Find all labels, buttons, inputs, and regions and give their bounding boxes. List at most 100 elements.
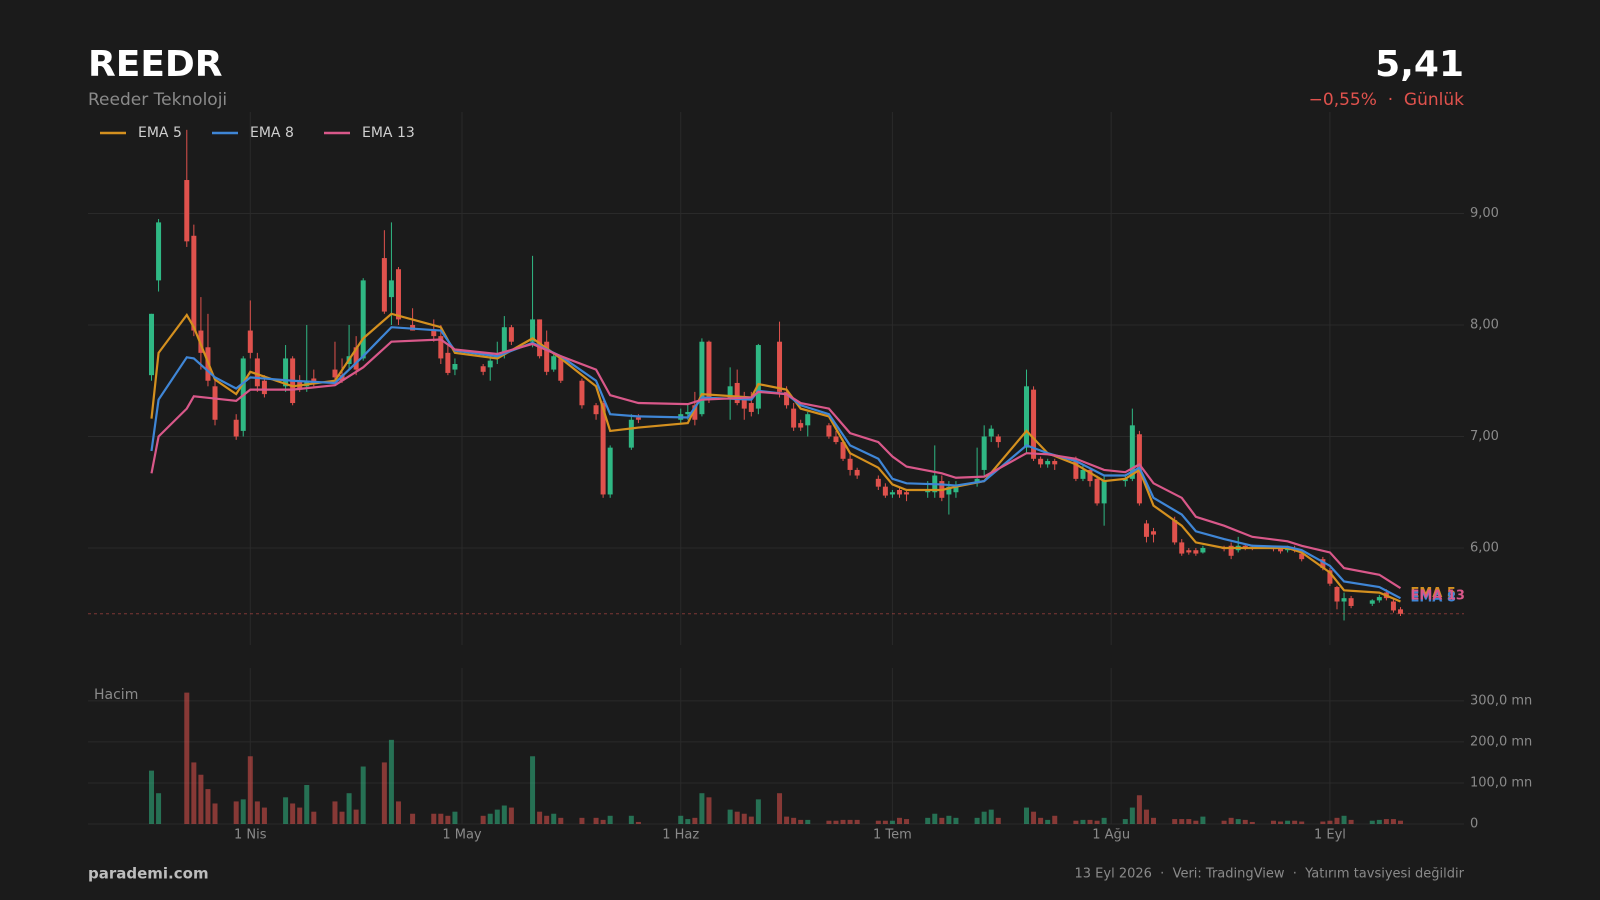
candle-body bbox=[784, 391, 790, 406]
volume-bar bbox=[346, 793, 352, 824]
candle-body bbox=[692, 405, 698, 420]
candle-body bbox=[579, 380, 585, 406]
volume-bar bbox=[283, 797, 289, 824]
candle-body bbox=[840, 442, 846, 459]
candle-body bbox=[1151, 531, 1157, 535]
volume-bar bbox=[1278, 821, 1284, 824]
volume-bar bbox=[184, 692, 190, 824]
volume-bar bbox=[685, 819, 691, 824]
company: Reeder Teknoloji bbox=[88, 90, 227, 110]
volume-bar bbox=[1045, 819, 1051, 824]
volume-bar bbox=[311, 811, 317, 824]
candle-body bbox=[889, 492, 895, 495]
volume-bar bbox=[1172, 819, 1178, 824]
y2-tick-label: 200,0 mn bbox=[1470, 734, 1532, 749]
candle-body bbox=[1024, 386, 1030, 448]
candle-body bbox=[353, 347, 359, 370]
volume-bar bbox=[1235, 819, 1241, 824]
volume-bar bbox=[988, 809, 994, 824]
candle-body bbox=[508, 327, 514, 342]
candle-body bbox=[685, 411, 691, 415]
candle-body bbox=[1129, 425, 1135, 479]
candle-body bbox=[981, 436, 987, 470]
volume-bar bbox=[353, 809, 359, 824]
volume-bar bbox=[388, 739, 394, 824]
candle-body bbox=[727, 386, 733, 398]
y-tick-label: 6,00 bbox=[1470, 540, 1499, 555]
candle-body bbox=[1228, 545, 1234, 556]
candle-body bbox=[896, 490, 902, 495]
candle-body bbox=[431, 330, 437, 337]
volume-bar bbox=[1151, 817, 1157, 824]
volume-bar bbox=[339, 811, 345, 824]
x-tick-label: 1 Tem bbox=[873, 828, 912, 843]
candle-body bbox=[233, 419, 239, 437]
candle-body bbox=[635, 417, 641, 420]
volume-bar bbox=[932, 813, 938, 824]
candle-body bbox=[1122, 478, 1128, 482]
candle-body bbox=[1299, 553, 1305, 560]
candle-body bbox=[882, 486, 888, 496]
candle-body bbox=[946, 486, 952, 495]
candle-body bbox=[1038, 458, 1044, 465]
ema-end-label: EMA 5 bbox=[1410, 586, 1455, 601]
volume-bar bbox=[748, 816, 754, 824]
legend-label: EMA 13 bbox=[362, 125, 415, 141]
volume-bar bbox=[1080, 819, 1086, 824]
candle-body bbox=[1397, 609, 1403, 614]
candle-body bbox=[311, 378, 317, 383]
volume-bar bbox=[777, 793, 783, 824]
candle-body bbox=[706, 341, 712, 398]
candle-body bbox=[1376, 597, 1382, 601]
volume-bar bbox=[431, 813, 437, 824]
candle-body bbox=[847, 458, 853, 470]
volume-bar bbox=[706, 797, 712, 824]
volume-bar bbox=[833, 820, 839, 824]
candle-body bbox=[395, 269, 401, 320]
volume-bar bbox=[1101, 817, 1107, 824]
candle-body bbox=[1369, 600, 1375, 604]
volume-bar bbox=[741, 813, 747, 824]
candle-body bbox=[833, 436, 839, 443]
candle-body bbox=[1200, 547, 1206, 553]
volume-bar bbox=[1341, 815, 1347, 824]
candle-body bbox=[1320, 559, 1326, 569]
candle-body bbox=[480, 366, 486, 372]
volume-bar bbox=[1327, 820, 1333, 824]
candle-body bbox=[988, 428, 994, 437]
volume-bar bbox=[635, 821, 641, 824]
volume-bar bbox=[360, 766, 366, 824]
ema-end-label: EMA 8 bbox=[1410, 591, 1455, 606]
volume-bar bbox=[438, 813, 444, 824]
volume-bar bbox=[381, 762, 387, 824]
candle-body bbox=[544, 341, 550, 372]
volume-bar bbox=[452, 811, 458, 824]
y2-tick-label: 100,0 mn bbox=[1470, 775, 1532, 790]
volume-bar bbox=[798, 819, 804, 824]
candle-body bbox=[974, 478, 980, 484]
volume-bar bbox=[1270, 820, 1276, 824]
volume-bar bbox=[1200, 816, 1206, 824]
candle-body bbox=[1045, 461, 1051, 465]
candle-body bbox=[332, 369, 338, 378]
volume-bar bbox=[544, 815, 550, 824]
candle-body bbox=[1242, 545, 1248, 548]
candle-body bbox=[212, 386, 218, 420]
volume-bar bbox=[854, 819, 860, 824]
volume-bar bbox=[882, 820, 888, 824]
candle-body bbox=[1143, 523, 1149, 537]
candle-body bbox=[254, 358, 260, 387]
candle-body bbox=[261, 380, 267, 395]
x-tick-label: 1 Haz bbox=[662, 828, 699, 843]
volume-bar bbox=[847, 819, 853, 824]
candle-body bbox=[805, 414, 811, 426]
y2-tick-label: 300,0 mn bbox=[1470, 693, 1532, 708]
y-tick-label: 9,00 bbox=[1470, 206, 1499, 221]
volume-bar bbox=[297, 807, 303, 824]
volume-bar bbox=[205, 789, 211, 824]
volume-bar bbox=[1228, 817, 1234, 824]
volume-bar bbox=[1292, 820, 1298, 824]
volume-bar bbox=[494, 809, 500, 824]
volume-bar bbox=[1376, 819, 1382, 824]
